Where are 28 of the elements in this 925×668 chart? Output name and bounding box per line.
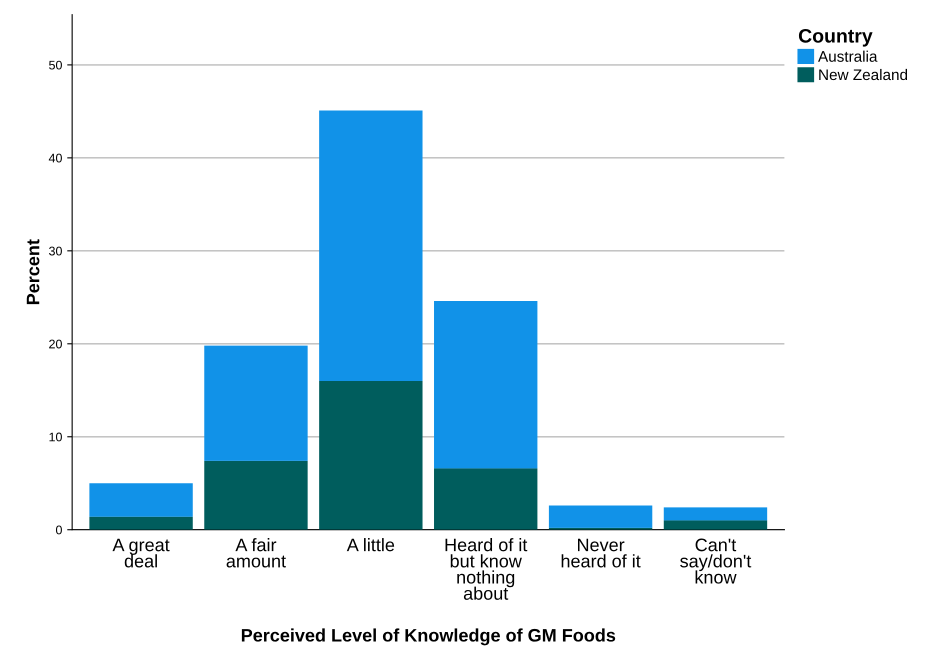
x-axis-title: Perceived Level of Knowledge of GM Foods xyxy=(242,628,616,646)
bar xyxy=(434,468,538,530)
legend-title: Country xyxy=(798,28,873,47)
x-tick-label: Heard of it but know nothing about xyxy=(446,538,528,600)
y-tick-label: 50 xyxy=(49,60,62,70)
y-tick-label: 0 xyxy=(56,526,62,534)
y-tick-label: 20 xyxy=(49,340,62,348)
bar xyxy=(664,507,768,520)
bar xyxy=(204,460,308,530)
bar xyxy=(434,301,538,468)
bar xyxy=(664,520,768,530)
bar xyxy=(548,506,652,528)
legend-label: New Zealand xyxy=(819,68,908,80)
bar xyxy=(319,380,423,530)
y-tick-label: 30 xyxy=(49,246,62,256)
bar xyxy=(89,483,193,517)
bar xyxy=(89,516,193,530)
x-tick-label: A fair amount xyxy=(226,538,286,568)
y-tick-label: 40 xyxy=(48,154,62,163)
x-tick-label: A great deal xyxy=(112,538,170,568)
bar xyxy=(319,110,423,381)
x-tick-label: A little xyxy=(346,538,394,552)
x-tick-label: Can't say/don't know xyxy=(680,538,752,584)
legend-label: Australia xyxy=(818,50,878,62)
y-tick-label: 10 xyxy=(49,432,62,442)
bar xyxy=(204,346,308,461)
y-axis-title: Percent xyxy=(26,239,40,304)
x-tick-label: Never heard of it xyxy=(562,538,641,568)
